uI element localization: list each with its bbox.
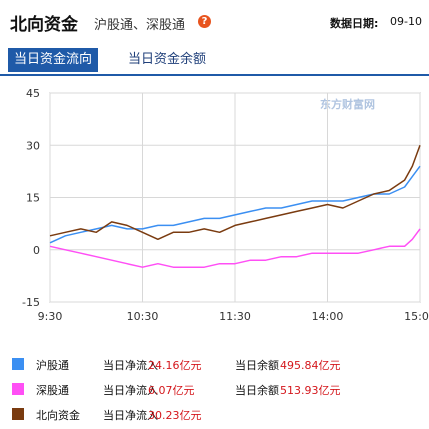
legend-balance-value: 495.84亿元 (280, 359, 341, 372)
logo-text: 东方财富网 (320, 97, 375, 111)
y-tick-label: 0 (33, 244, 40, 257)
legend-balance-label: 当日余额 (235, 359, 279, 372)
legend-flow-label: 当日净流入 (103, 409, 158, 422)
page-subtitle: 沪股通、深股通 (94, 18, 186, 33)
legend-flow-value: 24.16亿元 (148, 359, 202, 372)
legend-balance-value: 513.93亿元 (280, 384, 341, 397)
legend-flow-label: 当日净流入 (103, 359, 158, 372)
page-title: 北向资金 (10, 15, 78, 35)
series-line-1 (49, 228, 421, 268)
header: 北向资金 沪股通、深股通 ? 数据日期: 09-10 (0, 0, 429, 40)
date-label: 数据日期: (330, 17, 379, 30)
legend-name: 深股通 (36, 384, 69, 397)
legend-row-sz: 深股通 当日净流入 6.07亿元 当日余额 513.93亿元 (0, 379, 429, 399)
series-line-2 (49, 145, 421, 241)
help-icon[interactable]: ? (198, 15, 211, 28)
flow-chart: 东方财富网 45 30 15 0 -159:30 10:30 11:30 14:00 15:00 (22, 87, 429, 323)
x-tick-label: 11:30 (219, 310, 251, 323)
tab-bar: 当日资金流向 当日资金余额 (0, 48, 429, 76)
legend-name: 北向资金 (36, 409, 80, 422)
legend-swatch (12, 358, 24, 370)
x-tick-label: 14:00 (312, 310, 344, 323)
legend-row-sh: 沪股通 当日净流入 24.16亿元 当日余额 495.84亿元 (0, 354, 429, 374)
legend-balance-label: 当日余额 (235, 384, 279, 397)
legend-row-north: 北向资金 当日净流入 30.23亿元 (0, 404, 429, 424)
legend-swatch (12, 383, 24, 395)
chart-logo-watermark: 东方财富网 (320, 97, 375, 111)
y-tick-label: 15 (26, 192, 40, 205)
x-tick-label: 10:30 (127, 310, 159, 323)
legend-flow-label: 当日净流入 (103, 384, 158, 397)
tab-daily-flow[interactable]: 当日资金流向 (8, 48, 99, 72)
legend-flow-value: 30.23亿元 (148, 409, 202, 422)
x-tick-label: 9:30 (38, 310, 63, 323)
tab-daily-balance[interactable]: 当日资金余额 (128, 52, 207, 67)
y-tick-label: 45 (26, 87, 40, 100)
x-tick-label: 15:00 (404, 310, 429, 323)
y-tick-label: 30 (26, 139, 40, 152)
date-value: 09-10 (390, 15, 422, 28)
y-tick-label: -15 (22, 296, 40, 309)
legend-flow-value: 6.07亿元 (148, 384, 195, 397)
legend-swatch (12, 408, 24, 420)
legend-name: 沪股通 (36, 359, 69, 372)
